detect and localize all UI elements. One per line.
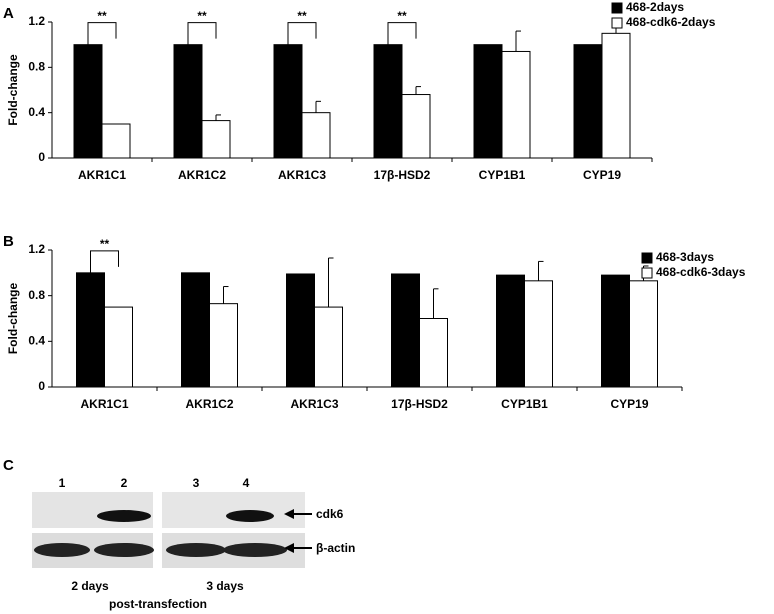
lane-label: 1 [59,476,66,490]
y-axis-label: Fold-change [6,54,20,126]
caption: post-transfection [109,597,207,611]
y-tick-label: 1.2 [28,14,45,28]
bar [419,318,448,388]
bar [391,273,420,388]
bar [201,120,231,159]
bar [301,112,331,159]
band [94,543,154,557]
timepoint: 3 days [206,579,244,593]
bar [314,306,343,388]
bar [76,272,105,388]
bar [629,280,658,388]
y-tick-label: 0.4 [28,105,45,119]
significance-bracket [287,22,317,45]
bar [573,44,603,159]
blot [162,492,305,528]
band-label: β-actin [316,541,355,555]
band-label: cdk6 [316,507,344,521]
x-tick-label: CYP19 [583,168,621,182]
arrow-head [284,509,294,519]
band [97,510,151,522]
bar [601,274,630,388]
bar [209,303,238,388]
y-tick-label: 0.4 [28,334,45,348]
lane-label: 2 [121,476,128,490]
legend-label: 468-2days [626,0,684,14]
panel-label: C [3,457,14,474]
bar [473,44,503,159]
y-tick-label: 0.8 [28,288,45,302]
x-tick-label: AKR1C2 [185,397,233,411]
arrow-head [284,543,294,553]
x-tick-label: CYP1B1 [479,168,526,182]
x-tick-label: AKR1C1 [78,168,126,182]
bar [173,44,203,159]
significance-label: ** [197,9,207,23]
y-tick-label: 1.2 [28,242,45,256]
bar [273,44,303,159]
x-tick-label: CYP1B1 [501,397,548,411]
timepoint: 2 days [71,579,109,593]
band [223,543,287,557]
x-tick-label: AKR1C2 [178,168,226,182]
bar [601,32,631,159]
bar [101,123,131,159]
blot [32,492,153,528]
y-tick-label: 0.8 [28,60,45,74]
legend-swatch [641,267,653,279]
bar [286,273,315,388]
band [34,543,90,557]
y-tick-label: 0 [38,379,45,393]
significance-label: ** [397,9,407,23]
y-axis-label: Fold-change [6,283,20,355]
legend-swatch [611,17,623,29]
lane-label: 4 [243,476,250,490]
bar [524,280,553,388]
band [226,510,274,522]
x-tick-label: AKR1C3 [290,397,338,411]
bar [496,274,525,388]
x-tick-label: AKR1C1 [80,397,128,411]
bar [401,94,431,159]
x-tick-label: 17β-HSD2 [391,397,448,411]
legend-label: 468-3days [656,250,714,264]
bar [104,306,133,388]
legend-swatch [641,252,653,264]
bar [73,44,103,159]
significance-bracket [87,22,117,45]
band [166,543,226,557]
x-tick-label: CYP19 [610,397,648,411]
legend-label: 468-cdk6-3days [656,265,746,279]
significance-bracket [387,22,417,45]
x-tick-label: 17β-HSD2 [374,168,431,182]
significance-label: ** [100,237,110,251]
significance-label: ** [297,9,307,23]
significance-label: ** [97,9,107,23]
bar [501,50,531,159]
legend-swatch [611,2,623,14]
lane-label: 3 [193,476,200,490]
bar [373,44,403,159]
bar [181,272,210,388]
significance-bracket [90,250,119,273]
legend-label: 468-cdk6-2days [626,15,716,29]
significance-bracket [187,22,217,45]
x-tick-label: AKR1C3 [278,168,326,182]
y-tick-label: 0 [38,150,45,164]
panel-label: B [3,233,14,250]
panel-label: A [3,5,14,22]
